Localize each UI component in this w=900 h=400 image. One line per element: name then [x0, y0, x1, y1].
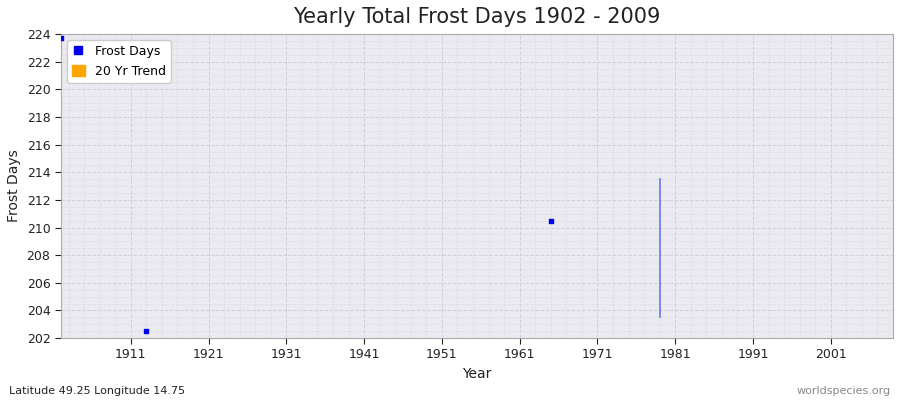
Text: Latitude 49.25 Longitude 14.75: Latitude 49.25 Longitude 14.75 — [9, 386, 185, 396]
Point — [140, 328, 154, 334]
Point — [54, 35, 68, 42]
Y-axis label: Frost Days: Frost Days — [7, 150, 21, 222]
Text: worldspecies.org: worldspecies.org — [796, 386, 891, 396]
Title: Yearly Total Frost Days 1902 - 2009: Yearly Total Frost Days 1902 - 2009 — [293, 7, 661, 27]
Point — [544, 218, 558, 224]
Legend: Frost Days, 20 Yr Trend: Frost Days, 20 Yr Trend — [67, 40, 170, 82]
X-axis label: Year: Year — [463, 367, 491, 381]
